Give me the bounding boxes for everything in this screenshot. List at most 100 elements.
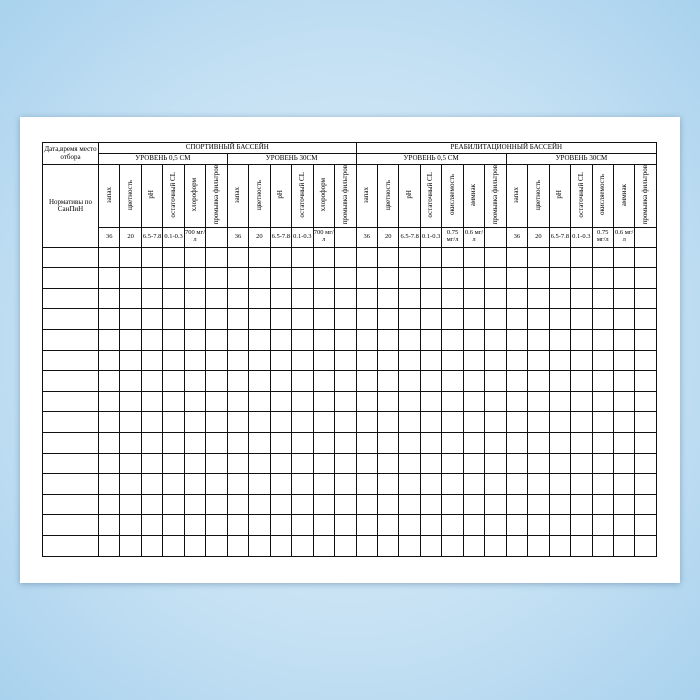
- parameter-cell: остаточный CL: [291, 164, 314, 228]
- entry-cell: [591, 370, 614, 392]
- parameter-cell: окисляемость: [591, 164, 614, 228]
- entry-cell: [97, 370, 121, 392]
- entry-cell: [570, 287, 593, 310]
- entry-cell: [205, 329, 228, 351]
- entry-cell: [42, 432, 99, 454]
- entry-cell: [119, 287, 142, 310]
- entry-cell: [140, 267, 164, 289]
- entry-row: [42, 514, 658, 537]
- entry-cell: [42, 370, 99, 392]
- entry-cell: [119, 246, 142, 269]
- entry-cell: [355, 452, 378, 475]
- entry-cell: [398, 267, 421, 289]
- entry-cell: [612, 267, 636, 289]
- entry-cell: [162, 329, 185, 351]
- entry-cell: [612, 432, 636, 454]
- parameter-name: аммиак: [619, 183, 628, 206]
- parameter-cell: pH: [140, 164, 164, 228]
- entry-cell: [505, 452, 529, 475]
- entry-cell: [205, 514, 228, 537]
- entry-cell: [97, 432, 121, 454]
- entry-row: [42, 287, 658, 310]
- entry-cell: [291, 329, 314, 351]
- entry-cell: [612, 287, 636, 310]
- entry-cell: [226, 535, 250, 557]
- entry-cell: [591, 535, 614, 557]
- entry-cell: [333, 514, 357, 537]
- parameter-name: промывка фильтров: [211, 165, 220, 225]
- entry-cell: [162, 390, 185, 413]
- entry-cell: [97, 349, 121, 372]
- entry-cell: [527, 308, 550, 331]
- entry-cell: [291, 473, 314, 495]
- entry-cell: [248, 246, 271, 269]
- entry-cell: [527, 514, 550, 537]
- entry-cell: [312, 287, 335, 310]
- entry-cell: [419, 411, 443, 434]
- entry-cell: [634, 370, 658, 392]
- parameter-name: хлороформ: [319, 178, 328, 212]
- entry-cell: [419, 493, 443, 516]
- entry-cell: [140, 535, 164, 557]
- entry-cell: [376, 452, 400, 475]
- entry-cell: [355, 514, 378, 537]
- entry-cell: [441, 411, 464, 434]
- entry-cell: [548, 473, 572, 495]
- entry-cell: [205, 390, 228, 413]
- norm-value: 6.5-7.8: [140, 226, 164, 248]
- entry-cell: [570, 514, 593, 537]
- entry-cell: [183, 267, 207, 289]
- entry-cell: [269, 287, 293, 310]
- parameter-name: остаточный CL: [168, 171, 177, 218]
- entry-cell: [119, 452, 142, 475]
- entry-cell: [570, 411, 593, 434]
- entry-cell: [355, 411, 378, 434]
- entry-cell: [42, 473, 99, 495]
- norm-value: 36: [226, 226, 250, 248]
- entry-cell: [376, 349, 400, 372]
- entry-cell: [591, 493, 614, 516]
- entry-cell: [248, 390, 271, 413]
- entry-cell: [591, 473, 614, 495]
- entry-cell: [591, 514, 614, 537]
- entry-cell: [183, 349, 207, 372]
- entry-cell: [269, 246, 293, 269]
- entry-cell: [484, 390, 507, 413]
- entry-cell: [42, 287, 99, 310]
- entry-cell: [119, 493, 142, 516]
- parameter-cell: остаточный CL: [419, 164, 443, 228]
- entry-cell: [570, 432, 593, 454]
- entry-cell: [42, 349, 99, 372]
- parameter-cell: хлороформ: [183, 164, 207, 228]
- norm-value: 0.1-0.3: [162, 226, 185, 248]
- entry-cell: [162, 246, 185, 269]
- norm-value: 6.5-7.8: [548, 226, 572, 248]
- entry-cell: [376, 329, 400, 351]
- entry-cell: [484, 452, 507, 475]
- parameter-cell: запах: [505, 164, 529, 228]
- entry-cell: [505, 535, 529, 557]
- entry-cell: [570, 349, 593, 372]
- parameter-name: цветность: [254, 179, 263, 210]
- entry-cell: [97, 514, 121, 537]
- entry-cell: [183, 452, 207, 475]
- entry-cell: [269, 514, 293, 537]
- entry-row: [42, 370, 658, 392]
- entry-cell: [333, 473, 357, 495]
- entry-cell: [205, 432, 228, 454]
- level-row: УРОВЕНЬ 0,5 СМ УРОВЕНЬ 30СМ УРОВЕНЬ 0,5 СМ…: [43, 153, 658, 165]
- norm-value: 0.6 мг/л: [462, 226, 486, 248]
- entry-cell: [269, 493, 293, 516]
- entry-cell: [548, 329, 572, 351]
- entry-cell: [376, 473, 400, 495]
- entry-cell: [226, 308, 250, 331]
- entry-cell: [97, 493, 121, 516]
- entry-cell: [591, 411, 614, 434]
- entry-cell: [248, 287, 271, 310]
- entry-cell: [612, 329, 636, 351]
- parameter-cell: pH: [269, 164, 293, 228]
- entry-cell: [226, 349, 250, 372]
- entry-row: [42, 329, 658, 351]
- entry-cell: [376, 370, 400, 392]
- entry-cell: [119, 329, 142, 351]
